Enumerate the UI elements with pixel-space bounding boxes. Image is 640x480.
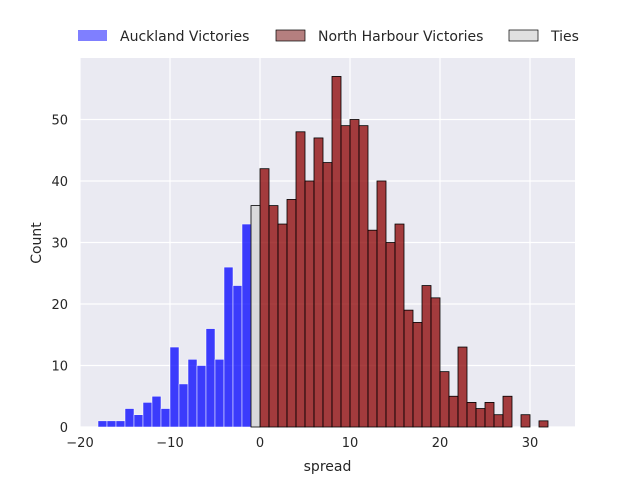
histogram-bar — [124, 408, 135, 428]
histogram-bar — [448, 395, 459, 428]
y-axis-label: Count — [29, 222, 45, 264]
x-tick-label: −10 — [156, 436, 183, 451]
y-tick-label: 0 — [60, 421, 68, 436]
histogram-bar — [223, 266, 234, 428]
y-tick-label: 50 — [51, 114, 68, 129]
y-axis-ticks: 0 10 20 30 40 50 — [51, 114, 68, 437]
histogram-bar — [277, 223, 288, 428]
histogram-bar — [466, 401, 477, 428]
y-tick-label: 40 — [51, 175, 68, 190]
histogram-bar — [421, 285, 432, 428]
x-axis-ticks: −20 −10 0 10 20 30 — [66, 436, 538, 451]
histogram-bar — [538, 420, 549, 428]
histogram-bar — [196, 365, 207, 428]
histogram-bar — [250, 205, 261, 428]
histogram-bar — [268, 205, 279, 428]
histogram-bar — [151, 396, 162, 428]
histogram-bar — [322, 162, 333, 428]
histogram-bar — [349, 119, 360, 428]
y-tick-label: 10 — [51, 360, 68, 375]
histogram-bar — [97, 420, 108, 428]
histogram-bar — [484, 401, 495, 428]
histogram-bar — [403, 309, 414, 428]
histogram-bar — [286, 199, 297, 428]
x-tick-label: 10 — [342, 436, 359, 451]
histogram-bar — [367, 229, 378, 428]
histogram-bar — [142, 402, 153, 428]
histogram-bar — [358, 125, 369, 428]
histogram-bar — [394, 223, 405, 428]
histogram-bar — [385, 242, 396, 428]
histogram-bar — [259, 168, 270, 428]
x-axis-label: spread — [304, 459, 352, 475]
histogram-bar — [439, 371, 450, 428]
x-tick-label: −20 — [66, 436, 93, 451]
histogram-bar — [241, 223, 252, 428]
legend-label: Ties — [550, 29, 579, 45]
histogram-bar — [520, 414, 531, 428]
histogram-bar — [295, 131, 306, 428]
histogram-bar — [475, 408, 486, 428]
legend-swatch — [275, 29, 306, 42]
histogram-bar — [340, 125, 351, 428]
histogram-bar — [133, 414, 144, 428]
legend-label: Auckland Victories — [120, 29, 249, 45]
histogram-bar — [412, 322, 423, 428]
y-tick-label: 20 — [51, 298, 68, 313]
legend-swatch — [508, 29, 539, 42]
x-tick-label: 0 — [256, 436, 264, 451]
legend-label: North Harbour Victories — [318, 29, 483, 45]
histogram-bar — [502, 395, 513, 428]
histogram-bars — [97, 76, 549, 428]
histogram-bar — [160, 408, 171, 428]
histogram-bar — [493, 414, 504, 428]
histogram-bar — [169, 346, 180, 428]
histogram-bar — [430, 297, 441, 428]
histogram-bar — [178, 383, 189, 428]
histogram-bar — [115, 420, 126, 428]
x-tick-label: 20 — [432, 436, 449, 451]
histogram-bar — [331, 76, 342, 428]
histogram-bar — [232, 285, 243, 428]
histogram-bar — [214, 359, 225, 428]
legend-swatch — [78, 30, 107, 41]
histogram-bar — [205, 328, 216, 428]
histogram-bar — [376, 180, 387, 428]
x-tick-label: 30 — [522, 436, 539, 451]
histogram-bar — [313, 137, 324, 428]
histogram-bar — [457, 346, 468, 428]
legend: Auckland Victories North Harbour Victorie… — [78, 29, 579, 45]
histogram-bar — [106, 420, 117, 428]
histogram-bar — [304, 180, 315, 428]
y-tick-label: 30 — [51, 237, 68, 252]
histogram-bar — [187, 359, 198, 428]
